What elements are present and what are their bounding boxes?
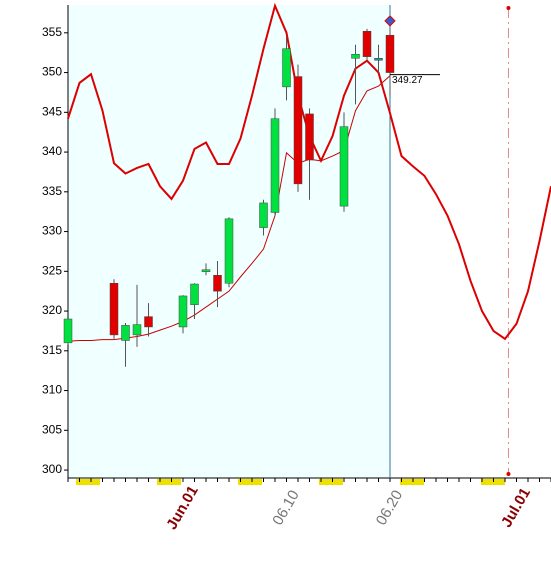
candle-body <box>351 54 360 59</box>
candle-body <box>201 269 211 272</box>
y-tick-label: 325 <box>42 263 62 277</box>
y-tick-label: 310 <box>42 383 62 397</box>
candle-body <box>178 295 188 328</box>
forecast-dot <box>506 472 511 476</box>
x-tick-label: Jun.01 <box>163 483 201 533</box>
x-tick-label: Jul.01 <box>498 485 534 530</box>
y-tick-label: 340 <box>42 144 62 158</box>
candle-body <box>385 34 395 73</box>
candle-body <box>270 118 280 213</box>
candle-body <box>339 126 349 207</box>
y-tick-label: 350 <box>42 65 62 79</box>
y-tick-label: 355 <box>42 25 62 39</box>
weekend-markers <box>76 479 505 485</box>
y-tick-label: 300 <box>42 462 62 476</box>
candle-body <box>293 76 303 185</box>
candle-body <box>374 58 383 61</box>
candle-body <box>144 316 153 328</box>
y-tick-label: 320 <box>42 303 62 317</box>
forecast-dot <box>506 6 511 10</box>
y-tick-label: 330 <box>42 224 62 238</box>
candle-body <box>109 282 119 336</box>
y-tick-label: 335 <box>42 184 62 198</box>
candle-body <box>282 48 291 88</box>
x-tick-label: 06.20 <box>373 487 406 528</box>
candle-body <box>132 324 142 336</box>
y-tick-label: 305 <box>42 422 62 436</box>
price-tag: 349.27 <box>392 75 423 86</box>
candle-body <box>190 283 199 305</box>
candle-body <box>305 113 314 161</box>
candle-body <box>259 202 268 228</box>
candle-body <box>362 30 372 57</box>
candle-body <box>121 325 130 341</box>
candle-body <box>224 218 234 284</box>
y-tick-label: 345 <box>42 104 62 118</box>
candle-body <box>63 318 73 344</box>
y-tick-label: 315 <box>42 343 62 357</box>
x-tick-label: 06.10 <box>269 487 302 528</box>
candle-body <box>213 275 222 292</box>
high-diamond <box>384 15 396 27</box>
